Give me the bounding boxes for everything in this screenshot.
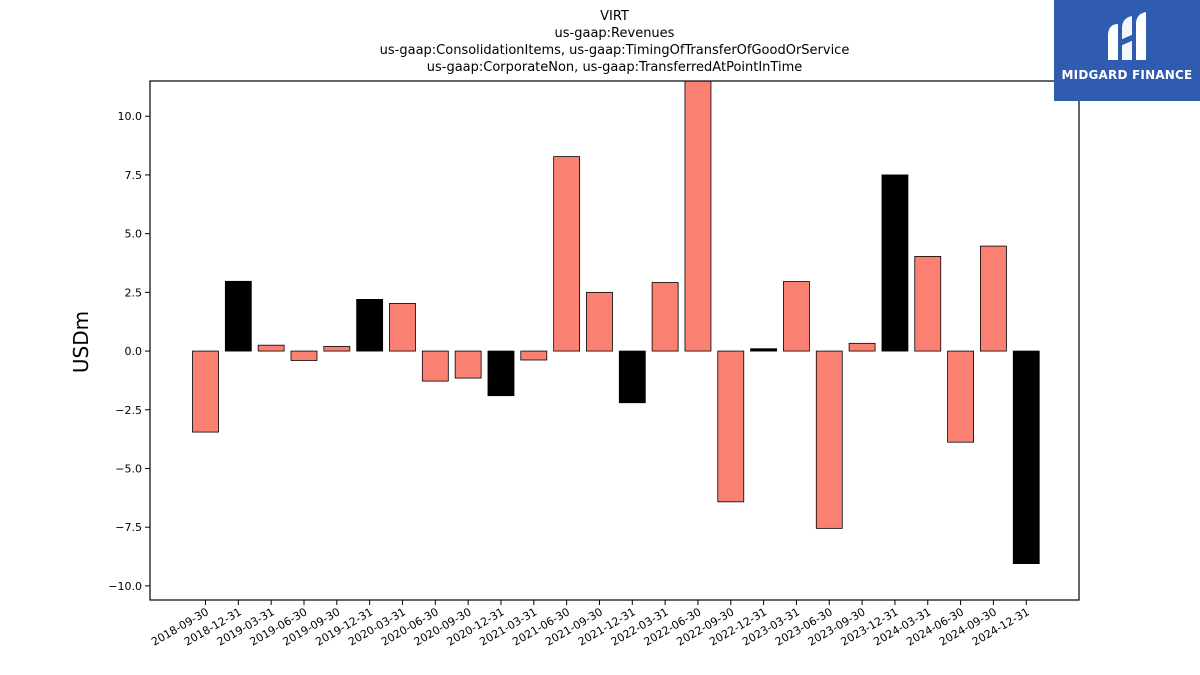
bar-2019-03-31	[257, 344, 285, 352]
brand-logo: MIDGARD FINANCE	[1054, 0, 1200, 101]
y-tick-label: 10.0	[118, 110, 143, 123]
bar-2018-09-30	[192, 350, 219, 433]
bar-2023-03-31	[783, 281, 810, 352]
bar-2021-06-30	[553, 156, 581, 352]
bar-2019-06-30	[290, 350, 318, 361]
bar-2020-06-30	[421, 350, 449, 382]
chart-title: VIRT us-gaap:Revenues us-gaap:Consolidatio…	[380, 9, 850, 75]
chart-title-line: us-gaap:ConsolidationItems, us-gaap:Timi…	[380, 43, 850, 58]
chart-title-line: us-gaap:Revenues	[555, 26, 675, 41]
bar-2024-12-31	[1012, 350, 1040, 564]
y-tick-label: 7.5	[125, 169, 143, 182]
chart-title-line: VIRT	[600, 9, 629, 24]
bar-2021-12-31	[618, 350, 646, 404]
bar-2022-09-30	[717, 350, 745, 503]
chart-title-line: us-gaap:CorporateNon, us-gaap:Transferre…	[427, 60, 803, 75]
logo-text: MIDGARD FINANCE	[1061, 68, 1193, 82]
bar-2021-09-30	[586, 291, 613, 352]
midgard-logo-icon	[1108, 12, 1146, 60]
bars-group	[192, 80, 1040, 564]
bar-2024-03-31	[914, 256, 942, 352]
bar-2020-12-31	[487, 350, 515, 397]
bar-2019-09-30	[323, 345, 351, 352]
bar-2023-09-30	[848, 342, 876, 352]
bar-2023-12-31	[881, 174, 909, 352]
bar-2022-12-31	[750, 348, 778, 352]
y-tick-label: −10.0	[108, 580, 142, 593]
bar-2024-09-30	[980, 245, 1007, 352]
y-tick-label: 0.0	[125, 345, 143, 358]
y-axis-label: USDm	[69, 311, 93, 373]
bar-2018-12-31	[224, 280, 252, 352]
bar-2020-03-31	[389, 302, 416, 352]
bar-2020-09-30	[454, 350, 482, 379]
y-tick-label: −2.5	[115, 404, 142, 417]
bar-2022-06-30	[684, 80, 712, 352]
bar-2021-03-31	[520, 350, 548, 361]
bar-2024-06-30	[947, 350, 974, 443]
y-tick-label: −5.0	[115, 462, 142, 475]
x-axis: 2018-09-302018-12-312019-03-312019-06-30…	[149, 600, 1032, 649]
bar-2023-06-30	[815, 350, 843, 529]
y-tick-label: 2.5	[125, 286, 143, 299]
plot-frame	[149, 80, 1080, 601]
y-tick-label: −7.5	[115, 521, 142, 534]
bar-2022-03-31	[651, 282, 679, 352]
y-axis: −10.0 −7.5 −5.0 −2.5 0.0 2.5 5.0 7.5 10.0	[108, 110, 150, 593]
bar-2019-12-31	[356, 299, 384, 352]
y-tick-label: 5.0	[125, 228, 143, 241]
